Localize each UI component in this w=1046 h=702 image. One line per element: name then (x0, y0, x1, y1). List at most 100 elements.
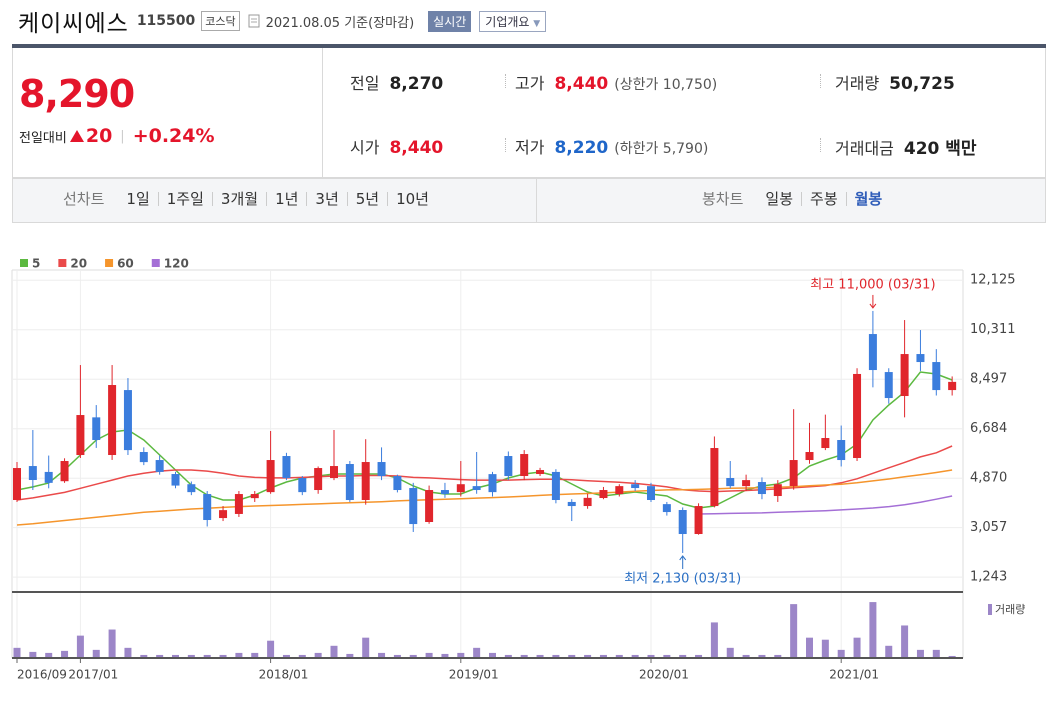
candle-body (28, 466, 37, 481)
volume-bar (314, 652, 322, 658)
candle-body (314, 468, 323, 491)
price: 8,290 (19, 72, 135, 116)
value: 50,725 (889, 74, 955, 94)
volume-bar (441, 653, 449, 658)
volume-bar (378, 652, 386, 658)
candle-body (726, 478, 735, 487)
stock-code: 115500 (136, 13, 196, 29)
legend-swatch (58, 259, 67, 267)
legend-label: 20 (70, 257, 87, 271)
volume-bar (790, 604, 798, 658)
volume-bar (568, 654, 576, 658)
volume-bar (76, 635, 84, 658)
volume-bar (647, 654, 655, 658)
candle-body (425, 490, 434, 523)
volume-bar (92, 649, 100, 658)
line-tab[interactable]: 1년 (266, 192, 306, 207)
candle-body (773, 484, 782, 497)
candle-body (837, 440, 846, 461)
top-bar (12, 44, 1046, 48)
y-tick-label: 10,311 (970, 322, 1016, 337)
sep (505, 74, 507, 88)
volume-bar (251, 652, 259, 658)
quote-item: 시가 8,440 (350, 134, 443, 158)
candle-body (345, 464, 354, 501)
quote-item: 거래량 50,725 (835, 70, 955, 94)
value: 8,270 (389, 74, 444, 94)
x-tick-label: 2016/09 (17, 668, 67, 682)
volume-bar (203, 654, 211, 658)
realtime-button[interactable]: 실시간 (428, 10, 472, 32)
line-tab[interactable]: 3년 (306, 192, 346, 207)
label: 전일 (350, 74, 380, 93)
volume-bar (901, 625, 909, 658)
title-row: 케이씨에스 115500 코스닥 2021.08.05 기준(장마감) 실시간 … (18, 6, 547, 37)
candle-body (757, 482, 766, 495)
chart: 1,2433,0574,8706,6848,49710,31112,125201… (11, 257, 1025, 682)
volume-bar (774, 654, 782, 658)
quote-item: 전일 8,270 (350, 70, 443, 94)
candle-body (884, 372, 893, 399)
candle-tab[interactable]: 주봉 (801, 192, 846, 207)
candle-body (583, 497, 592, 507)
candle-tab[interactable]: 월봉 (845, 192, 891, 207)
volume-bar (235, 652, 243, 658)
line-tab[interactable]: 10년 (387, 192, 437, 207)
candle-body (504, 456, 513, 477)
candle-body (678, 509, 687, 535)
label: 시가 (350, 138, 380, 157)
volume-bar (489, 652, 496, 658)
candle-body (853, 373, 862, 459)
x-tick-label: 2020/01 (639, 668, 689, 682)
candle-body (710, 448, 719, 507)
volume-bar (663, 654, 671, 658)
volume-bar (108, 629, 116, 658)
volume-bar (29, 651, 37, 658)
volume-bar (695, 654, 703, 658)
volume-bar (346, 653, 354, 658)
high-annotation: 최고 11,000 (03/31) (810, 277, 935, 292)
volume-legend: 거래량 (995, 603, 1025, 616)
volume-bar (742, 654, 750, 658)
company-button[interactable]: 기업개요 ▼ (479, 10, 547, 32)
note: (상한가 10,750) (614, 77, 718, 93)
volume-bar (853, 637, 861, 658)
line-tab[interactable]: 1일 (126, 190, 150, 208)
change-pct: +0.24% (132, 125, 215, 147)
candle-body (234, 494, 243, 514)
note: (하한가 5,790) (614, 141, 709, 157)
volume-bar (869, 602, 877, 658)
line-tab[interactable]: 3개월 (211, 192, 266, 207)
volume-bar (409, 654, 417, 658)
volume-bar (425, 652, 433, 658)
volume-bar (282, 654, 290, 658)
sep (505, 138, 507, 152)
candle-body (123, 390, 132, 451)
candle-body (551, 471, 560, 501)
candle-tab[interactable]: 일봉 (765, 190, 794, 208)
high-arrowhead (869, 303, 877, 309)
volume-bar (45, 652, 53, 658)
candle-body (393, 476, 402, 491)
label: 저가 (515, 138, 545, 157)
candle-body (171, 474, 180, 486)
line-tab[interactable]: 1주일 (157, 192, 212, 207)
change-label: 전일대비 (19, 130, 67, 146)
volume-bar (932, 649, 940, 658)
candle-body (694, 506, 703, 535)
candle-body (377, 462, 386, 477)
line-tab[interactable]: 5년 (346, 192, 387, 207)
volume-bar (631, 654, 639, 658)
volume-bar (948, 655, 956, 658)
y-tick-label: 12,125 (970, 273, 1016, 288)
volume-bar (267, 640, 275, 658)
candle-body (203, 494, 212, 521)
label: 거래량 (835, 74, 880, 93)
label: 고가 (515, 74, 545, 93)
candle-body (282, 456, 291, 479)
ma-line (16, 469, 953, 526)
y-tick-label: 3,057 (970, 520, 1007, 535)
volume-bar (393, 654, 401, 658)
volume-bar (584, 654, 592, 658)
label: 거래대금 (835, 139, 894, 158)
